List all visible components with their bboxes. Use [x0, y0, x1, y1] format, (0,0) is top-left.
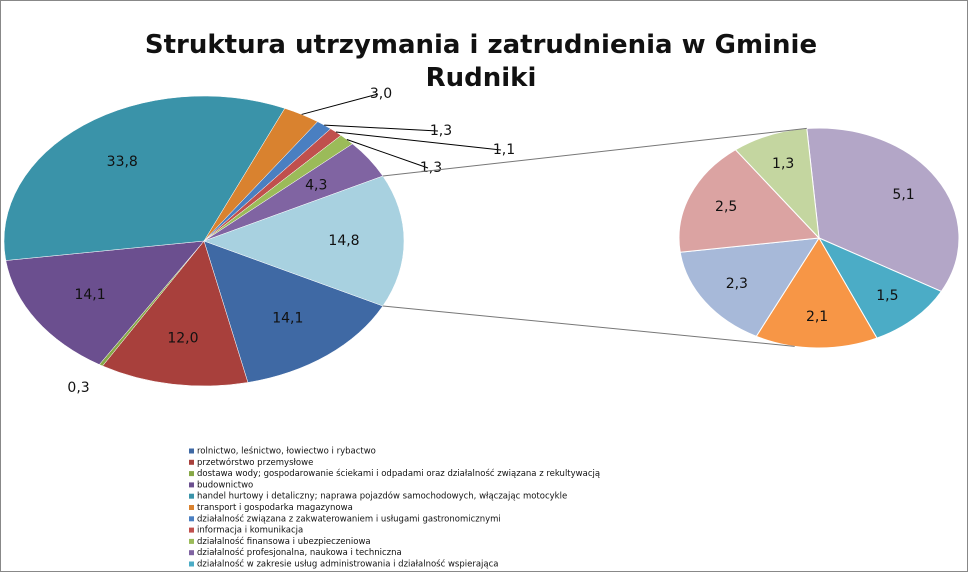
- legend-label: informacja i komunikacja: [197, 526, 303, 536]
- data-label: 1,1: [493, 142, 515, 158]
- data-label: 2,5: [715, 199, 737, 215]
- data-label: 1,3: [430, 123, 452, 139]
- legend-swatch: [189, 516, 194, 522]
- legend-label: działalność profesjonalna, naukowa i tec…: [197, 547, 402, 558]
- data-label: 1,3: [420, 160, 442, 176]
- legend-label: budownictwo: [197, 480, 253, 490]
- pie-slice: [817, 236, 943, 339]
- connector-line: [382, 127, 807, 177]
- pie-slice: [203, 240, 384, 383]
- data-label: 14,1: [74, 287, 105, 303]
- data-label: 1,5: [876, 288, 898, 304]
- data-label: 0,3: [67, 380, 89, 396]
- data-label: 2,1: [806, 309, 828, 325]
- legend-swatch: [189, 538, 194, 544]
- legend-swatch: [189, 471, 194, 477]
- pie-slice: [5, 240, 205, 365]
- pie-slice: [678, 149, 821, 253]
- data-label: 12,0: [167, 330, 198, 346]
- legend-swatch: [189, 550, 194, 556]
- legend-label: rolnictwo, leśnictwo, łowiectwo i rybact…: [197, 446, 376, 457]
- legend-swatch: [189, 527, 194, 533]
- leader-line: [324, 124, 439, 132]
- pie-slice: [755, 237, 878, 349]
- legend-swatch: [189, 561, 194, 567]
- data-label: 1,3: [772, 156, 794, 172]
- legend-label: przetwórstwo przemysłowe: [197, 457, 313, 468]
- legend-swatch: [189, 448, 194, 454]
- legend-label: działalność finansowa i ubezpieczeniowa: [197, 536, 371, 547]
- legend-swatch: [189, 505, 194, 510]
- pie-slice: [679, 237, 820, 337]
- pie-slice: [102, 240, 249, 387]
- legend-swatch: [189, 482, 194, 488]
- chart-title: Struktura utrzymania i zatrudnienia w Gm…: [144, 30, 818, 93]
- legend-label: dostawa wody; gospodarowanie ściekami i …: [197, 468, 600, 479]
- pie-slice: [203, 175, 405, 307]
- leader-line: [346, 139, 429, 169]
- legend-label: działalność związana z zakwaterowaniem i…: [197, 513, 501, 524]
- data-label: 33,8: [107, 154, 138, 170]
- legend-swatch: [189, 493, 194, 499]
- legend-label: handel hurtowy i detaliczny; naprawa poj…: [197, 491, 567, 502]
- pie-slice: [806, 127, 960, 293]
- legend-label: działalność w zakresie usług administrow…: [197, 559, 499, 570]
- leader-line: [335, 131, 502, 151]
- data-label: 2,3: [726, 276, 748, 292]
- data-label: 3,0: [370, 86, 392, 102]
- connector-line: [382, 305, 795, 347]
- data-label: 14,8: [328, 233, 359, 249]
- legend-swatch: [189, 459, 194, 465]
- leader-line: [301, 93, 379, 115]
- legend-label: transport i gospodarka magazynowa: [197, 503, 353, 513]
- data-label: 4,3: [305, 177, 327, 193]
- data-label: 5,1: [892, 187, 914, 203]
- data-label: 14,1: [272, 311, 303, 327]
- pie-slice: [3, 95, 286, 261]
